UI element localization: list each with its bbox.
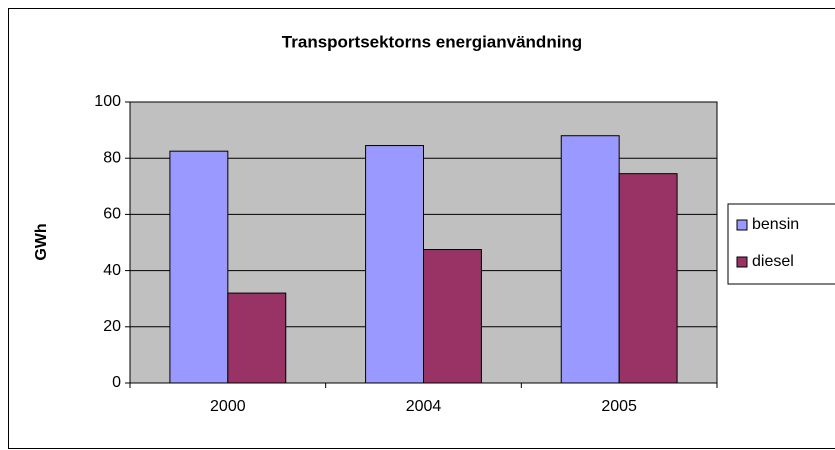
y-tick-label: 60 xyxy=(103,206,121,223)
x-tick-label: 2005 xyxy=(601,398,637,415)
bar xyxy=(618,173,678,384)
bar xyxy=(169,150,229,384)
chart-title: Transportsektorns energianvändning xyxy=(282,32,582,51)
bar xyxy=(365,145,425,384)
y-tick-label: 40 xyxy=(103,262,121,279)
y-tick-label: 0 xyxy=(112,374,121,391)
y-tick-label: 80 xyxy=(103,149,121,166)
x-tick-label: 2004 xyxy=(406,398,442,415)
y-tick-label: 20 xyxy=(103,318,121,335)
y-tick-label: 100 xyxy=(94,93,121,110)
x-tick-label: 2000 xyxy=(210,398,246,415)
legend-swatch xyxy=(736,219,748,231)
bar xyxy=(227,292,287,384)
bar xyxy=(423,249,482,384)
legend-swatch xyxy=(736,256,748,268)
y-axis-label: GWh xyxy=(33,223,50,260)
legend-label: diesel xyxy=(752,253,794,270)
plot-border xyxy=(129,101,718,384)
bar xyxy=(560,135,620,384)
legend-label: bensin xyxy=(752,216,799,233)
legend-box xyxy=(727,203,835,285)
